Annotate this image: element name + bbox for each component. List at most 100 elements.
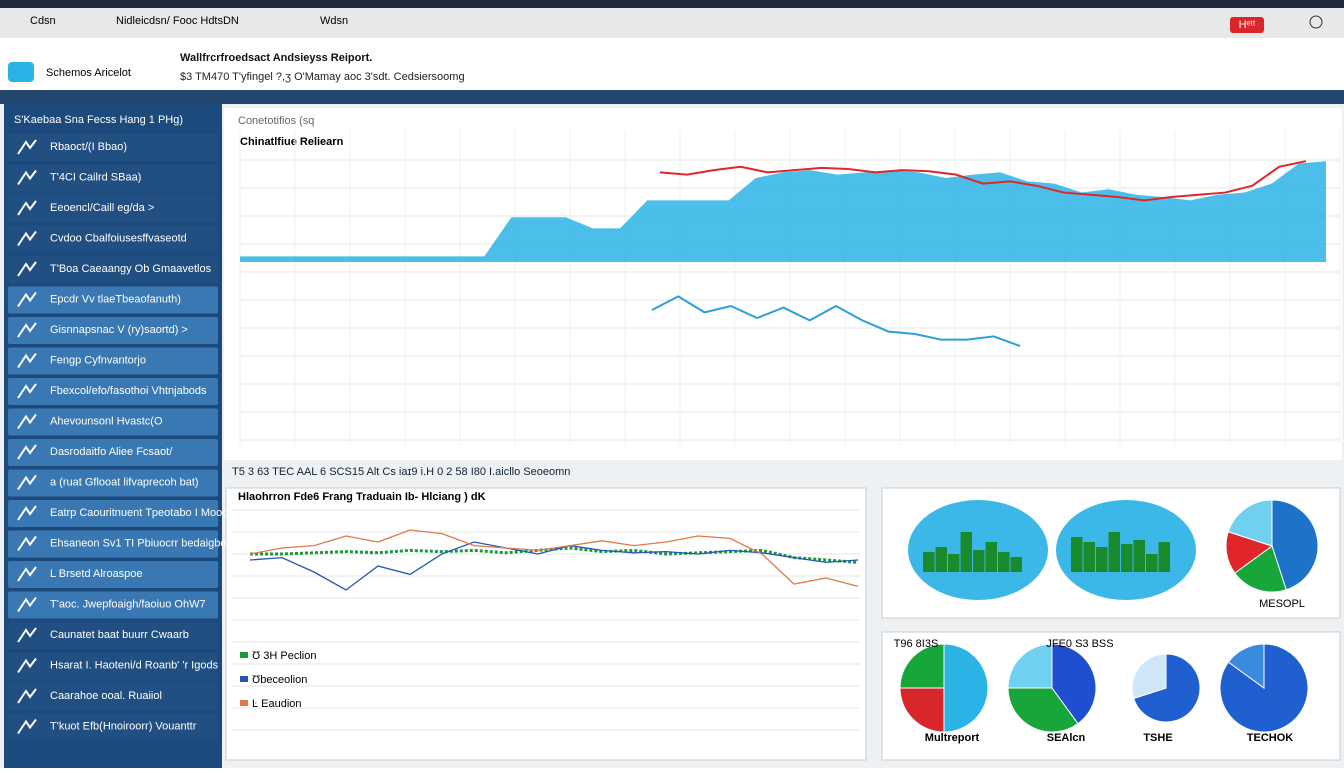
sidebar-icon xyxy=(17,444,37,460)
pie-slice xyxy=(1133,653,1201,723)
bar xyxy=(1071,537,1083,572)
sidebar-item-bg[interactable] xyxy=(8,378,218,405)
sidebar-item-bg[interactable] xyxy=(8,652,218,680)
sidebar-item-bg[interactable] xyxy=(8,164,218,192)
legend-label: Ʊbeceolion xyxy=(252,674,307,686)
pie-slice xyxy=(1227,499,1273,547)
sidebar-icon xyxy=(17,566,37,582)
pie-label: TECHOK xyxy=(1247,732,1294,744)
pie-slice xyxy=(1131,653,1167,700)
sidebar-item-bg[interactable] xyxy=(8,256,218,283)
sidebar-item-bg[interactable] xyxy=(8,500,218,527)
pie-label: Multreport xyxy=(925,732,980,744)
sidebar-icon xyxy=(17,627,37,643)
sidebar-item[interactable]: T'aoc. Jwepfoaigh/faoiuo OhW7 xyxy=(50,598,206,610)
sidebar-item[interactable]: Ahevounsonl Hvastc(O xyxy=(50,415,163,427)
series-line xyxy=(249,529,859,588)
sidebar-item[interactable]: Caarahoe ooal. Ruaiiol xyxy=(50,690,162,702)
sidebar-item[interactable]: Rbaoct/(I Bbao) xyxy=(50,141,127,153)
sidebar-item[interactable]: L Brsetd Alroaspoe xyxy=(50,568,143,580)
sidebar-icon xyxy=(17,169,37,186)
sidebar-item-bg[interactable] xyxy=(8,195,218,222)
top-bar xyxy=(0,0,1344,8)
pie-label: JFE0 S3 BSS xyxy=(1046,638,1113,650)
trend-line xyxy=(659,160,1307,202)
pie-slice xyxy=(1007,687,1079,733)
sidebar-icon xyxy=(17,200,37,216)
close-icon[interactable] xyxy=(1309,15,1323,29)
line xyxy=(651,295,1021,347)
header-strip xyxy=(0,90,1344,104)
sidebar-item-bg[interactable] xyxy=(8,622,218,649)
legend-label: Ŀ Eaudion xyxy=(252,698,302,710)
bar xyxy=(1108,532,1120,572)
series-line xyxy=(249,541,859,591)
sidebar-icon xyxy=(17,383,37,399)
sidebar-item-bg[interactable] xyxy=(8,225,218,253)
pie-label: SEAlcn xyxy=(1047,732,1086,744)
app-icon xyxy=(8,62,34,82)
badge: Hᵉᵗᵗ xyxy=(1239,19,1256,31)
sidebar-item-bg[interactable] xyxy=(8,469,218,497)
sidebar-item[interactable]: Fengp Cyfnvantorjo xyxy=(50,354,146,366)
sidebar-item-bg[interactable] xyxy=(8,286,218,314)
sidebar-item[interactable]: Epcdr Vv tlaeTbeaofanuth) xyxy=(50,293,181,305)
sidebar-icon xyxy=(17,230,37,247)
panel-label: Conetotifios (sq xyxy=(238,115,314,127)
sidebar-icon xyxy=(17,718,37,735)
sidebar-item[interactable]: a (ruat Gflooat lifvaprecoh bat) xyxy=(50,476,199,488)
sidebar-icon xyxy=(17,474,37,491)
sidebar-item[interactable]: T'Boa Caeaangy Ob Gmaavetlos xyxy=(50,263,212,275)
sidebar-item-bg[interactable] xyxy=(8,134,218,161)
bar xyxy=(935,547,947,572)
sidebar-item-bg[interactable] xyxy=(8,317,218,344)
sidebar-item-bg[interactable] xyxy=(8,591,218,619)
sidebar-icon xyxy=(17,535,37,552)
sidebar-icon xyxy=(17,657,37,674)
nav-bar xyxy=(0,8,1344,38)
sidebar-item-bg[interactable] xyxy=(8,439,218,466)
sidebar-item[interactable]: Ehsaneon Sv1 TI Pbiuocrr bedaigbor xyxy=(50,537,231,549)
sidebar-icon xyxy=(17,139,37,155)
pie-label: TSHE xyxy=(1143,732,1172,744)
bar xyxy=(998,552,1010,572)
bar xyxy=(973,550,985,572)
bar xyxy=(1083,542,1095,572)
pie-slice xyxy=(899,687,945,733)
sidebar-item[interactable]: T'kuot Efb(Hnoiroorr) Vouanttr xyxy=(50,720,197,732)
sidebar-item[interactable]: T'4CI Cailrd SBaa) xyxy=(50,171,141,183)
sidebar-item[interactable]: Cvdoo Cbalfoiusesffvaseotd xyxy=(50,232,187,244)
chart-title: Chinatlfiue Reliearn xyxy=(240,136,344,148)
sidebar-item[interactable]: Dasrodaitfo Aliee Fcsaot/ xyxy=(50,446,173,458)
pie-slice xyxy=(1227,643,1265,689)
app-name: Schemos Aricelot xyxy=(46,67,131,79)
sidebar-item-bg[interactable] xyxy=(8,713,218,741)
sidebar-icon xyxy=(17,261,37,277)
sidebar-item-bg[interactable] xyxy=(8,347,218,375)
sidebar-item[interactable]: Fbexcol/efo/fasothoi Vhtnjabods xyxy=(50,385,207,397)
bar xyxy=(985,542,997,572)
pie-slice xyxy=(1234,545,1287,593)
sidebar-item[interactable]: Hsarat I. Haoteni/d Roanb' 'r Igods xyxy=(50,659,219,671)
sidebar-item[interactable]: Gisnnapsnac V (ry)saortd) > xyxy=(50,324,188,336)
sidebar-item-bg[interactable] xyxy=(8,561,218,588)
sidebar-item[interactable]: Eeoencl/Caill eg/da > xyxy=(50,202,154,214)
bar xyxy=(1096,547,1108,572)
main-panel xyxy=(224,108,1342,460)
sidebar-item[interactable]: Caunatet baat buurr Cwaarb xyxy=(50,629,189,641)
sidebar-item-bg[interactable] xyxy=(8,683,218,710)
sidebar-item[interactable]: Eatrp Caouritnuent Tpeotabo I Mooof xyxy=(50,507,232,519)
sidebar-icon xyxy=(17,596,37,613)
sidebar-icon xyxy=(17,291,37,308)
nav-item[interactable]: Nidleicdsn/ Fooc HdtsDN xyxy=(116,15,239,27)
area xyxy=(240,161,1326,262)
sidebar-item-bg[interactable] xyxy=(8,530,218,558)
sidebar-icon xyxy=(17,505,37,521)
pie-slice xyxy=(1051,643,1097,725)
pie-label: MESOPL xyxy=(1259,598,1305,610)
nav-item[interactable]: Cdsn xyxy=(30,15,56,27)
bar xyxy=(1133,540,1145,572)
nav-item[interactable]: Wdsn xyxy=(320,15,348,27)
sidebar-item-bg[interactable] xyxy=(8,408,218,436)
